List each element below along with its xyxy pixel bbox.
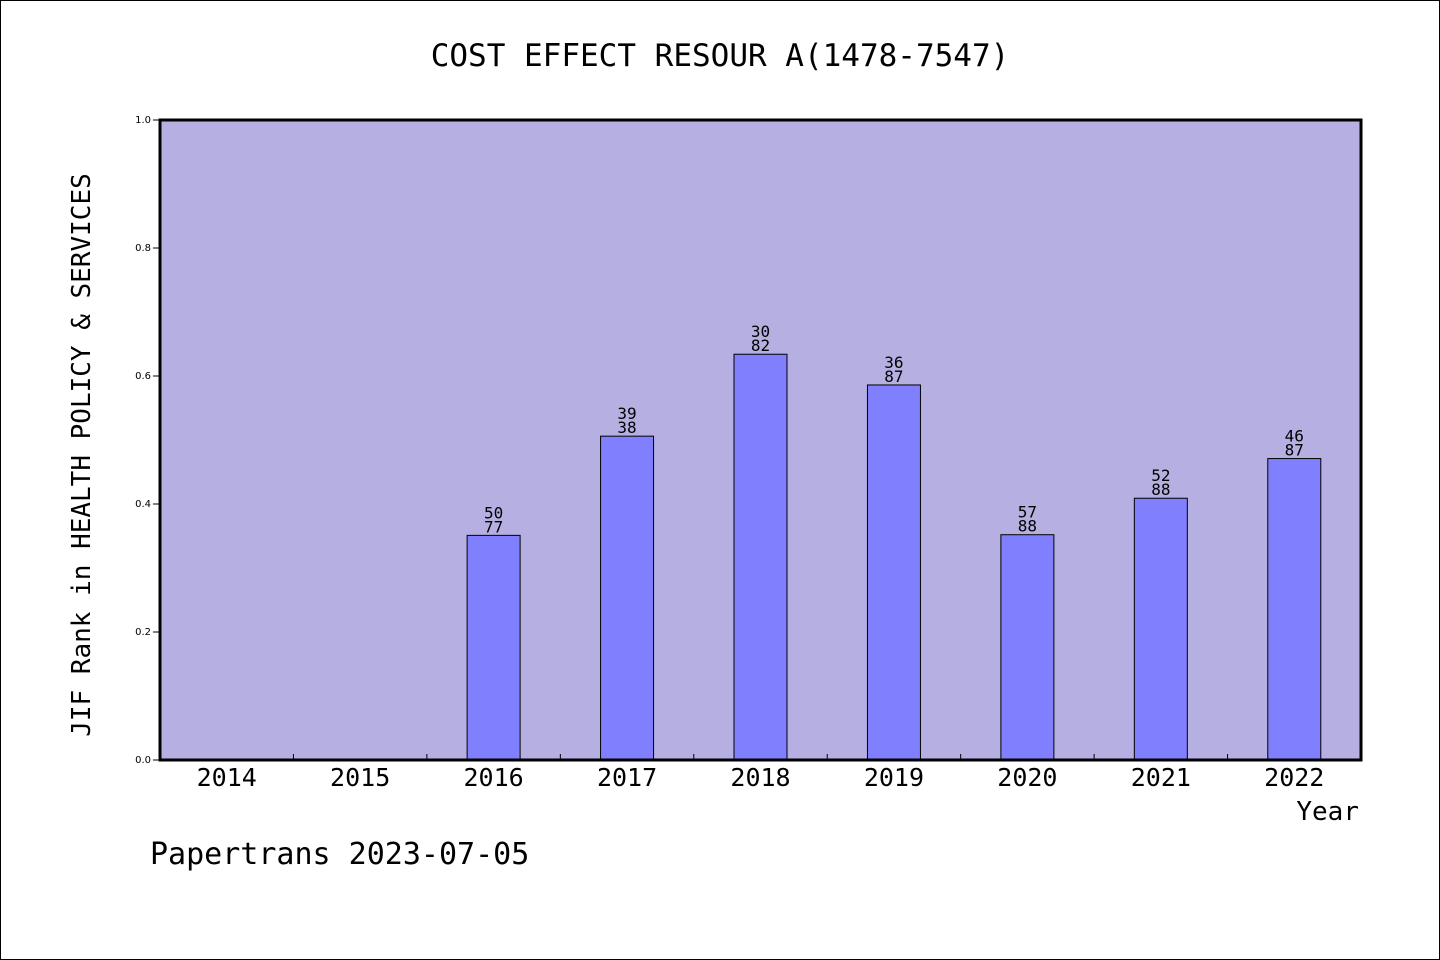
chart-title: COST EFFECT RESOUR A(1478-7547) <box>431 38 1010 74</box>
x-tick-label: 2016 <box>464 763 524 792</box>
bar-2020 <box>1000 534 1055 761</box>
bar-2021 <box>1133 497 1188 761</box>
y-tick-label: 0.0 <box>135 755 151 766</box>
x-tick-label: 2014 <box>197 763 257 792</box>
bar-2018 <box>733 353 788 761</box>
bar-2016 <box>466 534 521 761</box>
x-tick-label: 2017 <box>597 763 657 792</box>
bar-data-label: 87 <box>884 367 903 386</box>
bar-data-label: 50 <box>484 503 503 522</box>
bar-2022 <box>1267 458 1322 761</box>
y-axis-label: JIF Rank in HEALTH POLICY & SERVICES <box>67 173 97 737</box>
x-tick-label: 2019 <box>864 763 924 792</box>
y-tick-label: 0.2 <box>135 627 151 638</box>
x-tick-label: 2015 <box>330 763 390 792</box>
bar-data-label: 88 <box>1151 480 1170 499</box>
bar-2017 <box>600 435 655 761</box>
bar-data-label: 38 <box>617 418 636 437</box>
bar-data-label: 46 <box>1285 427 1304 446</box>
x-tick-label: 2018 <box>730 763 790 792</box>
bar-data-label: 82 <box>751 336 770 355</box>
y-tick-label: 0.6 <box>135 371 151 382</box>
y-tick-label: 0.4 <box>135 499 151 510</box>
bar-data-label: 36 <box>884 353 903 372</box>
bar-data-label: 88 <box>1018 517 1037 536</box>
footer-credit: Papertrans 2023-07-05 <box>150 837 529 872</box>
plot-border <box>158 118 1363 762</box>
x-tick-label: 2022 <box>1264 763 1324 792</box>
bar-data-label: 30 <box>751 322 770 341</box>
x-tick-label: 2020 <box>997 763 1057 792</box>
bar-data-label: 87 <box>1285 441 1304 460</box>
bar-2019 <box>866 384 921 761</box>
x-axis-label: Year <box>1296 797 1359 827</box>
y-tick-label: 1.0 <box>135 115 151 126</box>
y-tick-label: 0.8 <box>135 243 151 254</box>
bar-data-label: 57 <box>1018 503 1037 522</box>
bar-data-label: 52 <box>1151 466 1170 485</box>
x-tick-label: 2021 <box>1131 763 1191 792</box>
bar-data-label: 39 <box>617 404 636 423</box>
bar-data-label: 77 <box>484 517 503 536</box>
